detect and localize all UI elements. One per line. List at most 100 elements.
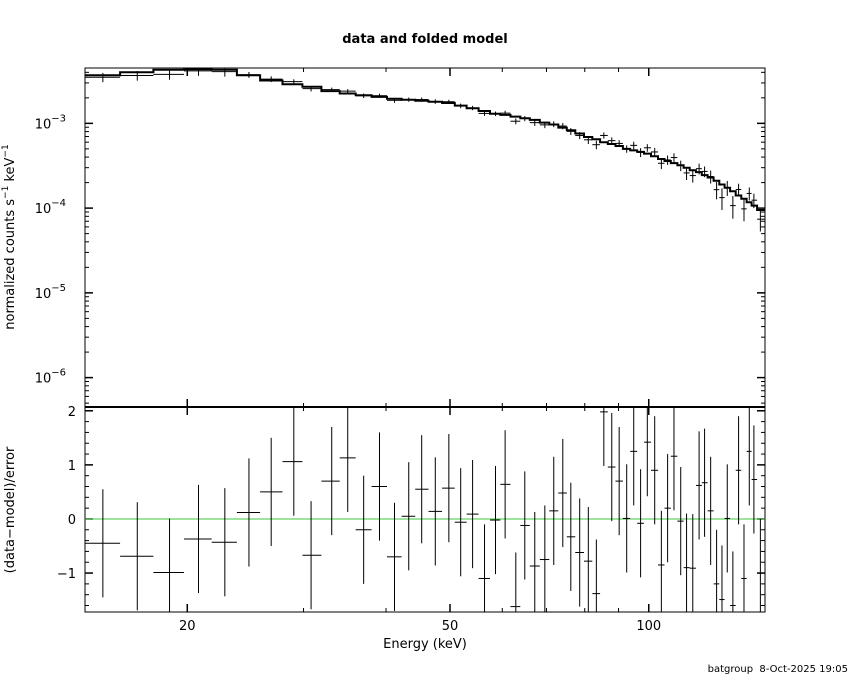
residual-point [211, 488, 237, 597]
residual-point [490, 465, 501, 575]
data-point [321, 87, 340, 92]
residual-point [607, 412, 616, 522]
data-point [607, 137, 616, 145]
data-point [735, 183, 742, 197]
residual-point [746, 407, 752, 506]
residual-point [701, 428, 708, 537]
data-point [120, 70, 154, 81]
data-point [282, 79, 303, 85]
residual-point [558, 438, 567, 548]
residual-point [454, 468, 467, 577]
folded-model-line [85, 68, 765, 211]
data-point [713, 182, 720, 200]
data-point [401, 97, 416, 102]
data-point [643, 144, 652, 152]
data-point [707, 170, 714, 184]
top-panel-ylabel: normalized counts s−1 keV−1 [1, 144, 18, 329]
residual-point [670, 407, 678, 511]
residual-point [371, 432, 387, 541]
chart-title: data and folded model [342, 32, 508, 47]
data-point [260, 76, 283, 83]
data-point [746, 187, 752, 201]
data-point [757, 209, 765, 232]
data-point [695, 163, 702, 175]
residual-point [260, 437, 283, 547]
data-point [520, 116, 530, 122]
residual-point [713, 529, 720, 612]
x-axis-label: Energy (keV) [383, 637, 467, 652]
residual-point [120, 502, 154, 611]
residual-point [707, 456, 714, 565]
residual-point [282, 407, 303, 516]
residual-point [386, 502, 402, 611]
data-point [386, 98, 402, 103]
top-panel-frame [84, 67, 766, 408]
residual-panel-frame [84, 406, 766, 613]
data-point [637, 148, 644, 158]
data-point [466, 105, 479, 111]
ylabel-main: normalized counts s [3, 199, 18, 330]
data-point [302, 85, 322, 92]
data-point [184, 68, 212, 76]
data-point [575, 132, 585, 140]
data-point [510, 118, 521, 125]
x-tick-label: 20 [179, 619, 196, 634]
residual-point [428, 457, 443, 566]
residual-point [153, 518, 185, 612]
residual-point [677, 467, 684, 576]
residual-point [664, 454, 671, 563]
data-point [415, 97, 429, 102]
data-point [529, 119, 540, 126]
data-point [683, 167, 690, 180]
data-point [719, 188, 725, 210]
y-tick-exponent: −4 [51, 198, 66, 209]
residual-point [600, 407, 608, 466]
data-point [677, 160, 684, 172]
residual-point [355, 475, 372, 584]
data-point [454, 103, 467, 109]
data-point [490, 111, 501, 116]
data-point [751, 193, 758, 209]
residual-point [85, 489, 121, 598]
residual-point [520, 471, 530, 580]
ylabel-exp1: −1 [1, 186, 11, 199]
residual-point [529, 511, 540, 612]
data-point [236, 71, 261, 78]
data-point [584, 136, 593, 144]
data-point [549, 121, 559, 128]
residual-panel-ylabel: (data−model)/error [3, 446, 18, 573]
residual-point [339, 407, 356, 512]
residual-point [651, 416, 659, 525]
data-point [724, 180, 731, 196]
y-tick-exponent: −3 [51, 113, 66, 124]
data-point [371, 93, 387, 98]
residual-point [689, 514, 696, 612]
residual-point [735, 416, 742, 525]
data-point [622, 145, 631, 153]
data-point [539, 121, 550, 129]
data-point [558, 122, 567, 130]
residual-point [575, 498, 585, 607]
residual-point [630, 407, 638, 506]
data-point [500, 110, 511, 116]
data-point [670, 153, 678, 163]
top-panel-axes: 10−310−410−510−6 [35, 67, 766, 612]
y-tick-label: 10−5 [35, 283, 66, 302]
residual-point [615, 427, 623, 536]
y-tick-exponent: −6 [51, 368, 66, 379]
residual-point [741, 524, 747, 612]
residual-point [683, 513, 690, 612]
data-point [211, 68, 237, 77]
residual-point [466, 460, 479, 569]
data-point [85, 72, 121, 83]
y-tick-label: 10−3 [35, 113, 66, 132]
data-point [442, 99, 455, 104]
residual-point [719, 545, 725, 612]
y-tick-label: −1 [57, 567, 76, 582]
residual-point [510, 552, 521, 612]
x-tick-label: 50 [442, 619, 459, 634]
data-point [339, 89, 356, 94]
residual-point [751, 425, 758, 534]
residual-point [321, 427, 340, 536]
chart-marks [85, 68, 765, 612]
